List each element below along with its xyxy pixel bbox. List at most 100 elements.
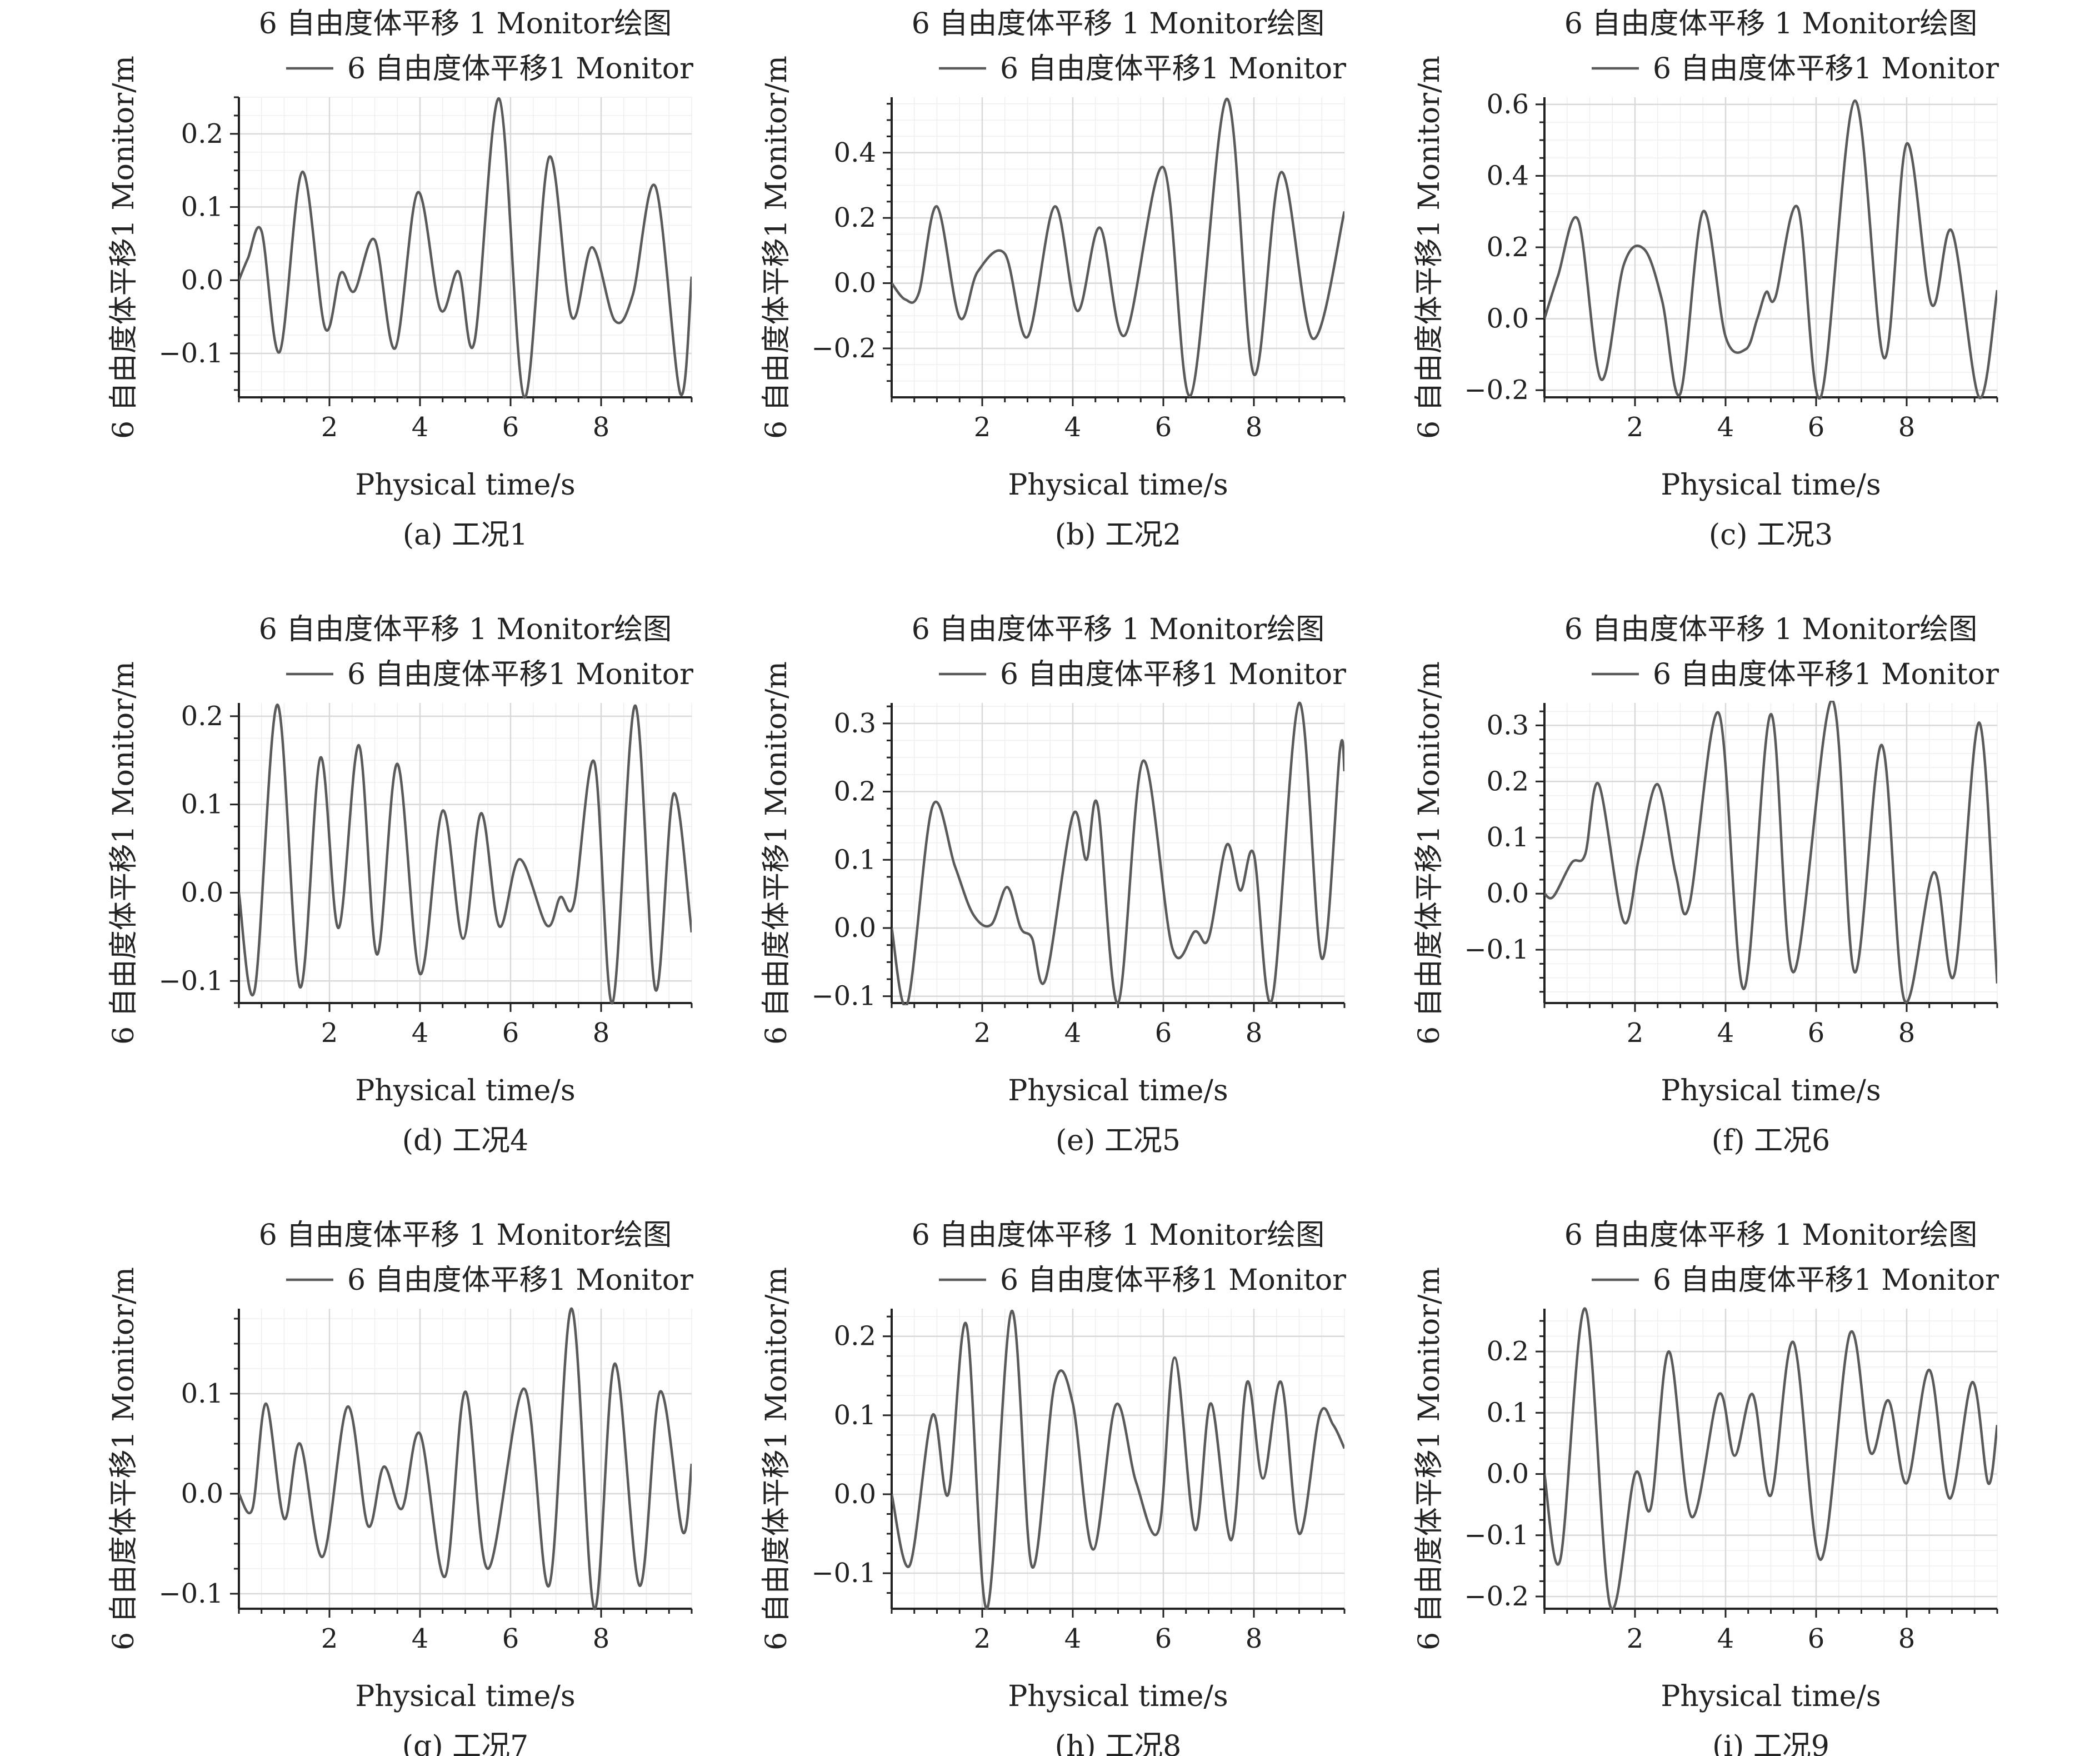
- legend: 6 自由度体平移1 Monitor: [1592, 658, 1999, 691]
- y-tick-label: −0.2: [1464, 1581, 1529, 1612]
- x-tick-label: 6: [502, 1017, 519, 1049]
- y-tick-label: 0.0: [1487, 878, 1529, 909]
- x-tick-label: 2: [1627, 412, 1644, 443]
- x-tick-label: 4: [412, 1017, 429, 1049]
- x-tick-label: 6: [502, 412, 519, 443]
- chart-panel-a: 6 自由度体平移 1 Monitor绘图 6 自由度体平移1 Monitor 2 4 6…: [107, 7, 693, 552]
- y-axis-label: 6 自由度体平移1 Monitor/m: [107, 661, 141, 1045]
- y-tick-label: 0.0: [834, 1479, 876, 1510]
- legend: 6 自由度体平移1 Monitor: [286, 52, 693, 86]
- y-tick-label: 0.0: [834, 912, 876, 944]
- y-tick-label: 0.2: [181, 701, 223, 732]
- y-tick-label: 0.3: [834, 708, 876, 739]
- y-axis-label: 6 自由度体平移1 Monitor/m: [1413, 56, 1446, 439]
- series-line-1: [239, 97, 692, 399]
- chart-title: 6 自由度体平移 1 Monitor绘图: [1564, 613, 1978, 646]
- legend-label: 6 自由度体平移1 Monitor: [347, 658, 693, 691]
- y-tick-label: 0.0: [834, 268, 876, 299]
- y-tick-label: 0.1: [1487, 1397, 1529, 1428]
- y-axis-label: 6 自由度体平移1 Monitor/m: [107, 1267, 141, 1650]
- x-tick-label: 6: [1155, 1017, 1172, 1049]
- chart-panel-d: 6 自由度体平移 1 Monitor绘图 6 自由度体平移1 Monitor 2 4 6…: [107, 613, 693, 1158]
- series-line-1: [239, 703, 692, 1005]
- y-tick-label: 0.0: [1487, 303, 1529, 335]
- y-tick-label: 0.2: [1487, 766, 1529, 797]
- y-tick-label: −0.2: [811, 333, 876, 364]
- x-tick-label: 4: [1064, 1017, 1082, 1049]
- x-axis-label: Physical time/s: [355, 1680, 575, 1713]
- legend-label: 6 自由度体平移1 Monitor: [1653, 52, 1999, 86]
- legend-label: 6 自由度体平移1 Monitor: [1000, 1264, 1346, 1297]
- y-tick-label: 0.2: [181, 118, 223, 149]
- chart-panel-f: 6 自由度体平移 1 Monitor绘图 6 自由度体平移1 Monitor 2 4 6…: [1413, 613, 1999, 1158]
- legend-label: 6 自由度体平移1 Monitor: [1000, 52, 1346, 86]
- x-axis-label: Physical time/s: [1008, 468, 1228, 502]
- x-axis-label: Physical time/s: [355, 468, 575, 502]
- series-line-1: [892, 1310, 1344, 1610]
- series-line-1: [892, 701, 1344, 1005]
- y-tick-label: 0.4: [1487, 160, 1529, 191]
- legend: 6 自由度体平移1 Monitor: [1592, 1264, 1999, 1297]
- y-axis-label: 6 自由度体平移1 Monitor/m: [760, 1267, 793, 1650]
- grid: [238, 1309, 692, 1609]
- panel-caption: (e) 工况5: [1056, 1124, 1181, 1158]
- chart-title: 6 自由度体平移 1 Monitor绘图: [912, 7, 1325, 41]
- legend-label: 6 自由度体平移1 Monitor: [1653, 658, 1999, 691]
- series-line-1: [1544, 1307, 1997, 1610]
- x-tick-label: 4: [1717, 1017, 1734, 1049]
- x-tick-label: 2: [974, 1017, 991, 1049]
- y-tick-label: −0.1: [158, 1578, 223, 1609]
- grid: [238, 703, 692, 1004]
- y-tick-label: 0.2: [834, 1321, 876, 1352]
- series-line-1: [1544, 701, 1997, 1004]
- y-tick-label: 0.1: [181, 789, 223, 820]
- x-tick-label: 2: [974, 412, 991, 443]
- x-axis-label: Physical time/s: [1008, 1074, 1228, 1108]
- chart-panel-h: 6 自由度体平移 1 Monitor绘图 6 自由度体平移1 Monitor 2 4 6…: [760, 1219, 1346, 1756]
- chart-panel-i: 6 自由度体平移 1 Monitor绘图 6 自由度体平移1 Monitor 2 4 6…: [1413, 1219, 1999, 1756]
- x-tick-label: 6: [1808, 1017, 1825, 1049]
- y-tick-label: −0.1: [158, 965, 223, 996]
- y-tick-label: −0.1: [1464, 934, 1529, 965]
- x-tick-label: 4: [412, 412, 429, 443]
- x-tick-label: 6: [1808, 412, 1825, 443]
- grid: [1544, 97, 1998, 397]
- grid: [238, 97, 692, 397]
- x-axis-label: Physical time/s: [1008, 1680, 1228, 1713]
- x-tick-label: 8: [1246, 1623, 1263, 1654]
- y-tick-label: 0.1: [181, 1378, 223, 1409]
- legend-label: 6 自由度体平移1 Monitor: [1000, 658, 1346, 691]
- x-tick-label: 6: [1155, 412, 1172, 443]
- chart-title: 6 自由度体平移 1 Monitor绘图: [1564, 7, 1978, 41]
- legend: 6 自由度体平移1 Monitor: [1592, 52, 1999, 86]
- x-tick-label: 2: [321, 1623, 338, 1654]
- legend: 6 自由度体平移1 Monitor: [286, 1264, 693, 1297]
- legend-label: 6 自由度体平移1 Monitor: [347, 1264, 693, 1297]
- chart-title: 6 自由度体平移 1 Monitor绘图: [259, 613, 672, 646]
- x-tick-label: 4: [1717, 412, 1734, 443]
- panel-caption: (b) 工况2: [1055, 518, 1181, 552]
- legend-label: 6 自由度体平移1 Monitor: [1653, 1264, 1999, 1297]
- chart-panel-g: 6 自由度体平移 1 Monitor绘图 6 自由度体平移1 Monitor 2 4 6…: [107, 1219, 693, 1756]
- x-tick-label: 2: [1627, 1017, 1644, 1049]
- x-tick-label: 6: [1155, 1623, 1172, 1654]
- y-tick-label: 0.2: [834, 202, 876, 233]
- series-line-1: [1544, 99, 1997, 400]
- y-tick-label: −0.1: [811, 981, 876, 1012]
- grid: [1544, 703, 1998, 1003]
- x-tick-label: 8: [1898, 1623, 1916, 1654]
- x-tick-label: 4: [1064, 412, 1082, 443]
- y-axis-label: 6 自由度体平移1 Monitor/m: [760, 56, 793, 439]
- panel-caption: (c) 工况3: [1709, 518, 1833, 552]
- y-tick-label: 0.2: [1487, 1336, 1529, 1367]
- panel-caption: (f) 工况6: [1712, 1124, 1830, 1158]
- y-tick-label: 0.0: [181, 1478, 223, 1509]
- x-tick-label: 2: [974, 1623, 991, 1654]
- series-line-1: [892, 97, 1344, 397]
- y-axis-label: 6 自由度体平移1 Monitor/m: [1413, 661, 1446, 1045]
- x-axis-label: Physical time/s: [1661, 1074, 1881, 1108]
- y-tick-label: −0.1: [158, 338, 223, 369]
- y-tick-label: −0.1: [1464, 1520, 1529, 1551]
- y-tick-label: 0.0: [1487, 1459, 1529, 1490]
